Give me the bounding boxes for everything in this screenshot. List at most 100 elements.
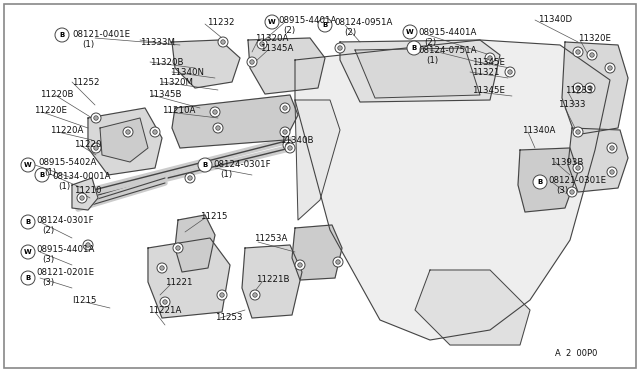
Circle shape [573,47,583,57]
Circle shape [216,126,220,130]
Circle shape [123,127,133,137]
Text: 11215: 11215 [200,212,227,221]
Polygon shape [172,95,298,148]
Text: 11320E: 11320E [578,34,611,43]
Circle shape [283,130,287,134]
Text: 11252: 11252 [72,78,99,87]
Circle shape [407,41,421,55]
Text: 08915-4401A: 08915-4401A [418,28,476,37]
Text: 11345A: 11345A [260,44,293,53]
Text: 08121-0201E: 08121-0201E [36,268,94,277]
Circle shape [610,146,614,150]
Polygon shape [248,38,325,94]
Circle shape [153,130,157,134]
Circle shape [160,297,170,307]
Polygon shape [148,238,230,318]
Polygon shape [242,245,302,318]
Circle shape [91,113,101,123]
Circle shape [93,146,99,150]
Polygon shape [88,108,162,175]
Text: 08915-4401A: 08915-4401A [278,16,337,25]
Polygon shape [355,48,480,98]
Circle shape [403,25,417,39]
Text: 11233: 11233 [565,86,593,95]
Text: B: B [40,172,45,178]
Polygon shape [568,128,628,192]
Text: 11320A: 11320A [255,34,289,43]
Text: (2): (2) [42,226,54,235]
Circle shape [576,130,580,134]
Text: I1215: I1215 [72,296,97,305]
Circle shape [567,187,577,197]
Text: 11221: 11221 [165,278,193,287]
Text: (3): (3) [42,255,54,264]
Text: (2): (2) [424,38,436,47]
Circle shape [91,143,101,153]
Text: 11220: 11220 [74,140,102,149]
Circle shape [220,293,224,297]
Circle shape [77,193,87,203]
Text: B: B [26,275,31,281]
Text: (2): (2) [344,28,356,37]
Circle shape [93,116,99,120]
Circle shape [533,175,547,189]
Polygon shape [295,40,610,340]
Text: 08915-4401A: 08915-4401A [36,245,94,254]
Text: 11340D: 11340D [538,15,572,24]
Polygon shape [292,225,342,280]
Circle shape [573,127,583,137]
Text: 11220E: 11220E [34,106,67,115]
Text: 11320B: 11320B [150,58,184,67]
Circle shape [250,60,254,64]
Circle shape [86,243,90,247]
Circle shape [585,83,595,93]
Text: 11345E: 11345E [472,86,505,95]
Text: (3): (3) [42,278,54,287]
Circle shape [260,42,264,46]
Text: 11220B: 11220B [40,90,74,99]
Circle shape [185,173,195,183]
Polygon shape [415,270,530,345]
Text: W: W [24,249,32,255]
Circle shape [576,86,580,90]
Polygon shape [340,40,500,102]
Circle shape [80,196,84,200]
Circle shape [610,170,614,174]
Circle shape [160,266,164,270]
Circle shape [247,57,257,67]
Circle shape [21,245,35,259]
Text: 11210: 11210 [74,186,102,195]
Circle shape [488,56,492,60]
Text: W: W [406,29,414,35]
Circle shape [298,263,302,267]
Text: (1): (1) [44,168,56,177]
Text: 11221B: 11221B [256,275,289,284]
Polygon shape [72,178,98,210]
Circle shape [607,167,617,177]
Text: 11340A: 11340A [522,126,556,135]
Circle shape [608,66,612,70]
Circle shape [257,39,267,49]
Circle shape [176,246,180,250]
Circle shape [157,263,167,273]
Text: (1): (1) [426,56,438,65]
Text: (3): (3) [556,186,568,195]
Text: 08915-5402A: 08915-5402A [38,158,97,167]
Circle shape [576,166,580,170]
Text: 08124-0301F: 08124-0301F [36,216,93,225]
Text: 11333: 11333 [558,100,586,109]
Polygon shape [100,118,148,162]
Circle shape [283,140,293,150]
Text: 11321: 11321 [472,68,499,77]
Circle shape [280,103,290,113]
Circle shape [576,50,580,54]
Circle shape [125,130,131,134]
Text: B: B [323,22,328,28]
Text: 11345E: 11345E [472,58,505,67]
Text: 11345B: 11345B [148,90,182,99]
Text: 11340N: 11340N [170,68,204,77]
Circle shape [283,106,287,110]
Circle shape [198,158,212,172]
Circle shape [212,110,217,114]
Circle shape [573,83,583,93]
